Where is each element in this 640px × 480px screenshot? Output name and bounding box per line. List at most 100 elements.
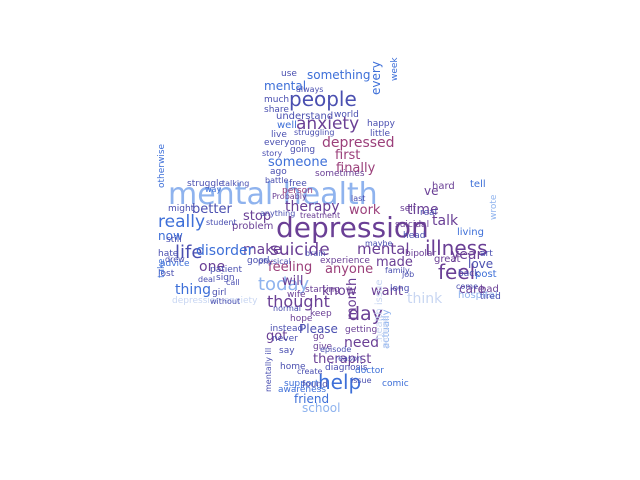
- word-understand: understand: [276, 111, 334, 122]
- word-depression-anxiety: depression anxiety: [172, 296, 258, 306]
- word-go: go: [313, 332, 325, 342]
- word-still: still: [166, 235, 182, 245]
- word-support: support: [284, 379, 319, 389]
- word-something: something: [307, 68, 371, 82]
- word-drew: drew: [165, 255, 185, 264]
- word-experience: experience: [320, 256, 370, 266]
- word-physical: physical: [258, 257, 291, 266]
- word-week: week: [390, 57, 400, 81]
- word-advice: advice: [160, 259, 190, 269]
- word-help: help: [318, 370, 362, 394]
- word-love: love: [468, 257, 494, 271]
- word-everyone: everyone: [264, 138, 307, 148]
- word-problem: problem: [232, 221, 274, 232]
- word-hate: hate: [158, 249, 179, 259]
- word-doctor: doctor: [355, 366, 384, 376]
- word-long: long: [390, 284, 410, 294]
- word-patient: patient: [210, 265, 243, 275]
- word-struggle: struggle: [187, 179, 225, 189]
- word-school: school: [302, 401, 341, 415]
- word-hospital: hospital: [458, 290, 498, 301]
- word-wife: wife: [287, 290, 306, 300]
- word-episode: episode: [320, 345, 352, 354]
- word-great: great: [434, 254, 461, 265]
- word-otherwise: otherwise: [157, 143, 167, 188]
- word-share: share: [264, 105, 289, 115]
- word-will: will: [282, 274, 304, 289]
- word-anxiety: anxiety: [296, 114, 360, 134]
- word-ve: ve: [424, 184, 439, 198]
- word-call: call: [226, 278, 240, 287]
- word-thought: thought: [267, 292, 330, 311]
- word-know: know: [322, 284, 357, 299]
- word-first: first: [335, 148, 361, 163]
- word-self: self: [400, 204, 416, 214]
- word-one: one: [199, 259, 226, 275]
- word-people: people: [289, 87, 357, 111]
- word-world: world: [334, 110, 359, 120]
- word-depressed: depressed: [322, 135, 395, 151]
- word-bad: bad: [480, 284, 499, 295]
- word-person: person: [282, 186, 313, 196]
- word-ago: ago: [270, 167, 287, 177]
- word-hard: hard: [432, 181, 455, 192]
- word-time: time: [407, 202, 439, 218]
- word-instead: instead: [270, 324, 304, 334]
- word-anyone: anyone: [325, 262, 374, 277]
- word-therapy: therapy: [285, 199, 340, 215]
- word-live: live: [271, 130, 287, 140]
- word-now: now: [158, 229, 183, 243]
- word-awareness: awareness: [278, 385, 327, 395]
- word-student: student: [206, 218, 237, 227]
- word-feeling: feeling: [268, 260, 313, 275]
- word-life: life: [175, 242, 203, 263]
- word-really: really: [158, 212, 205, 232]
- word-struggling: struggling: [294, 128, 335, 137]
- word-care: care: [459, 282, 486, 296]
- word-think: think: [407, 291, 443, 307]
- word-never: never: [272, 334, 298, 344]
- word-better: better: [192, 202, 232, 217]
- word-head: head: [403, 231, 426, 241]
- word-every: every: [369, 61, 383, 95]
- word-talk: talk: [432, 213, 459, 229]
- word-way: way: [205, 185, 222, 194]
- word-want: want: [371, 284, 403, 299]
- word-girl: girl: [212, 288, 227, 298]
- word-use: use: [281, 69, 297, 79]
- word-mental: mental: [264, 79, 307, 93]
- word-maybe: maybe: [365, 239, 393, 248]
- word-mentally-ill: mentally ill: [264, 347, 273, 392]
- word-comic: comic: [382, 379, 409, 389]
- word-well: well: [277, 120, 297, 131]
- word-illness: illness: [425, 236, 488, 260]
- word-treatment: treatment: [300, 211, 341, 220]
- word-friend: friend: [294, 392, 330, 406]
- word-last: last: [351, 194, 366, 203]
- word-give: give: [313, 342, 333, 352]
- word-job: job: [402, 270, 415, 279]
- word-work: work: [349, 203, 381, 218]
- word-little: little: [370, 129, 391, 139]
- word-month: month: [345, 277, 360, 320]
- word-made: made: [376, 255, 413, 270]
- word-without: without: [210, 297, 241, 306]
- word-diagnosis: diagnosis: [325, 363, 368, 373]
- word-feel: feel: [438, 260, 476, 284]
- word-mental: mental: [357, 240, 410, 258]
- word-might: might: [168, 204, 195, 214]
- word-therapist: therapist: [313, 352, 372, 367]
- word-deal: deal: [198, 275, 216, 284]
- word-post: post: [475, 269, 497, 280]
- word-finally: finally: [336, 161, 376, 176]
- word-suicide: suicide: [270, 240, 330, 260]
- word-normal: normal: [273, 304, 302, 313]
- word-going: going: [290, 145, 316, 155]
- word-suicidal: suicidal: [395, 220, 430, 230]
- word-reason: reason: [335, 354, 363, 363]
- word-issue: issue: [351, 376, 372, 385]
- word-hope: hope: [290, 314, 313, 324]
- word-say: say: [279, 346, 295, 356]
- word-back: back: [458, 269, 480, 279]
